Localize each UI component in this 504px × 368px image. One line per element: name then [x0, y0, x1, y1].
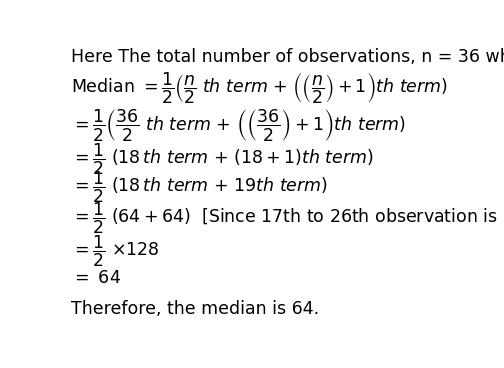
Text: Here The total number of observations, n = 36 which is even.: Here The total number of observations, n…: [71, 48, 504, 66]
Text: $= \dfrac{1}{2}$ $(64+64)$  [Since 17th to 26th observation is 64]: $= \dfrac{1}{2}$ $(64+64)$ [Since 17th t…: [71, 201, 504, 236]
Text: Median $= \dfrac{1}{2}\left(\dfrac{n}{2}\right.$ $\it{th\ term}$ $+$ $\left(\lef: Median $= \dfrac{1}{2}\left(\dfrac{n}{2}…: [71, 70, 448, 106]
Text: $=\ 64$: $=\ 64$: [71, 269, 121, 287]
Text: Therefore, the median is 64.: Therefore, the median is 64.: [71, 300, 319, 318]
Text: $= \dfrac{1}{2}\left(\dfrac{36}{2}\right.$ $\it{th\ term}$ $+$ $\left(\left(\dfr: $= \dfrac{1}{2}\left(\dfrac{36}{2}\right…: [71, 107, 406, 143]
Text: $= \dfrac{1}{2}$ $\times 128$: $= \dfrac{1}{2}$ $\times 128$: [71, 233, 159, 269]
Text: $= \dfrac{1}{2}$ $(18\,\it{th\ term}$ $+$ $(18+1)\it{th\ term})$: $= \dfrac{1}{2}$ $(18\,\it{th\ term}$ $+…: [71, 141, 373, 177]
Text: $= \dfrac{1}{2}$ $(18\,\it{th\ term}$ $+$ $19\it{th\ term})$: $= \dfrac{1}{2}$ $(18\,\it{th\ term}$ $+…: [71, 170, 328, 205]
